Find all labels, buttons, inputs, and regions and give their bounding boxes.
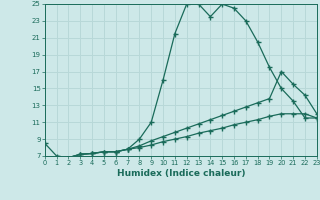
- X-axis label: Humidex (Indice chaleur): Humidex (Indice chaleur): [116, 169, 245, 178]
